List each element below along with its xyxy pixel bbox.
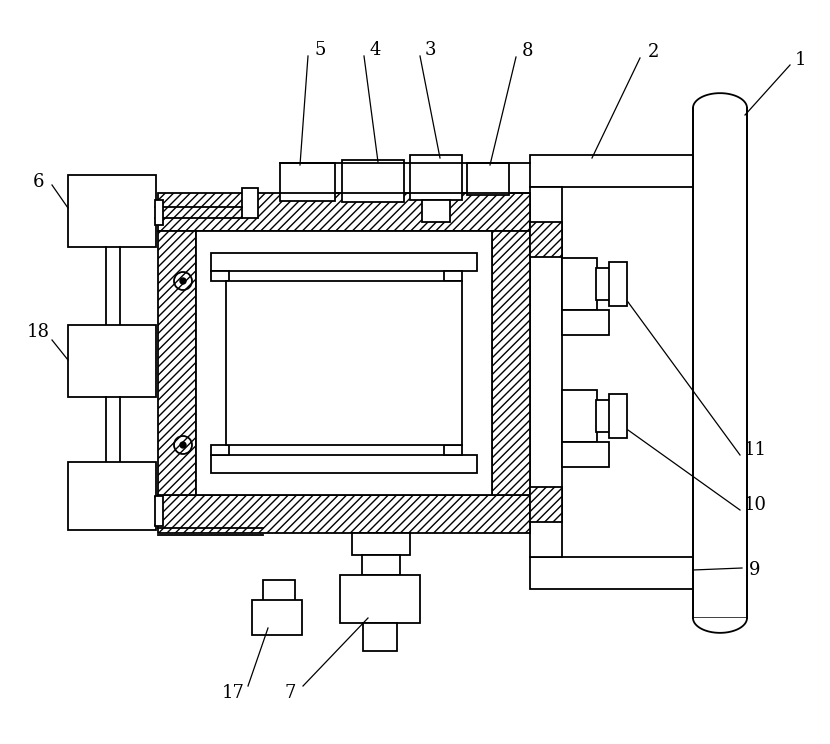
Text: 18: 18	[27, 323, 50, 341]
Bar	[158, 231, 196, 495]
Bar	[263, 580, 295, 602]
Bar	[530, 187, 562, 557]
Bar	[530, 222, 562, 257]
Text: 8: 8	[521, 42, 533, 60]
Bar	[562, 258, 597, 310]
Bar	[68, 462, 156, 530]
Bar	[155, 200, 163, 225]
Bar	[211, 445, 229, 455]
Bar	[68, 325, 156, 397]
Text: 2: 2	[647, 43, 659, 61]
Bar	[211, 455, 477, 473]
Bar	[562, 310, 609, 335]
Bar	[211, 253, 477, 271]
Text: 7: 7	[285, 684, 295, 702]
Bar	[363, 623, 397, 651]
Bar	[155, 496, 163, 526]
Text: 5: 5	[315, 41, 325, 59]
Bar	[342, 160, 404, 202]
Circle shape	[180, 278, 186, 284]
Bar	[562, 390, 597, 442]
Bar	[492, 231, 530, 495]
Bar	[352, 533, 410, 555]
Bar	[467, 163, 509, 195]
Bar	[562, 442, 609, 467]
Text: 6: 6	[32, 173, 44, 191]
Bar	[242, 188, 258, 218]
Text: 11: 11	[744, 441, 766, 459]
Bar	[211, 271, 229, 281]
Text: 4: 4	[369, 41, 381, 59]
Bar	[444, 445, 462, 455]
Bar	[158, 193, 530, 231]
Bar	[530, 155, 693, 187]
Bar	[68, 175, 156, 247]
Bar	[158, 495, 530, 533]
Bar	[609, 262, 627, 306]
Text: 3: 3	[424, 41, 436, 59]
Bar	[362, 555, 400, 575]
Bar	[530, 487, 562, 522]
Text: 17: 17	[222, 684, 245, 702]
Bar	[226, 281, 462, 445]
Bar	[340, 575, 420, 623]
Bar	[422, 200, 450, 222]
Bar	[596, 400, 610, 432]
Bar	[609, 394, 627, 438]
Circle shape	[180, 442, 186, 448]
Bar	[196, 231, 492, 495]
Text: 9: 9	[749, 561, 761, 579]
Bar	[444, 271, 462, 281]
Text: 10: 10	[744, 496, 766, 514]
Text: 1: 1	[794, 51, 806, 69]
Bar	[252, 600, 302, 635]
Bar	[410, 155, 462, 200]
Bar	[693, 108, 747, 618]
Bar	[280, 163, 335, 201]
Bar	[530, 557, 693, 589]
Bar	[596, 268, 610, 300]
